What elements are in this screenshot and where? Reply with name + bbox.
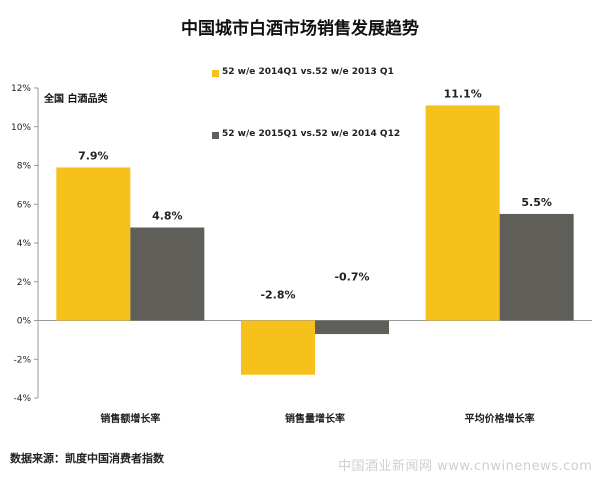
watermark: 中国酒业新闻网 www.cnwinenews.com	[338, 459, 593, 474]
scope-label: 全国 白酒品类	[44, 94, 108, 105]
y-tick-label: -2%	[13, 355, 31, 365]
data-label: 11.1%	[444, 87, 482, 100]
data-label: -0.7%	[334, 271, 369, 284]
y-tick-label: 8%	[17, 162, 32, 172]
bar-series-1	[425, 105, 500, 321]
y-tick-label: 6%	[17, 200, 32, 210]
bar-series-1	[241, 320, 315, 375]
y-tick-label: -4%	[13, 394, 31, 404]
bar-series-2	[130, 227, 205, 321]
y-tick-label: 10%	[11, 123, 31, 133]
bar-series-2	[499, 213, 574, 321]
y-tick-label: 0%	[17, 317, 32, 327]
legend-label-series-2: 52 w/e 2015Q1 vs.52 w/e 2014 Q12	[222, 129, 401, 139]
data-label: 7.9%	[78, 149, 109, 162]
legend-swatch-series-2	[212, 132, 219, 139]
source-note: 数据来源：凯度中国消费者指数	[10, 452, 164, 465]
y-tick-label: 2%	[17, 278, 32, 288]
x-category-label: 平均价格增长率	[465, 412, 535, 425]
x-category-label: 销售量增长率	[285, 412, 345, 425]
x-category-label: 销售额增长率	[100, 412, 160, 425]
legend-swatch-series-1	[212, 70, 219, 77]
y-tick-label: 12%	[11, 84, 31, 94]
data-label: 5.5%	[521, 196, 552, 209]
data-label: -2.8%	[260, 289, 295, 302]
bar-series-1	[56, 167, 131, 321]
bar-series-2	[315, 320, 389, 335]
legend-label-series-1: 52 w/e 2014Q1 vs.52 w/e 2013 Q1	[222, 67, 394, 77]
y-tick-label: 4%	[17, 239, 32, 249]
data-label: 4.8%	[152, 210, 183, 223]
chart-title: 中国城市白酒市场销售发展趋势	[181, 19, 419, 39]
